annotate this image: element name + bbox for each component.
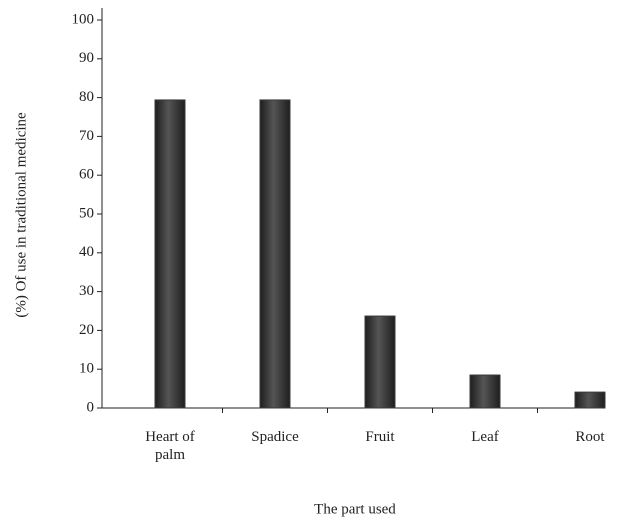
bar (469, 374, 501, 409)
bar (259, 99, 291, 409)
bar (574, 391, 606, 409)
x-axis-label: The part used (314, 501, 396, 517)
bar (364, 315, 396, 409)
bar (154, 99, 186, 409)
x-tick-label: Leaf (471, 429, 499, 445)
y-tick-label: 50 (79, 205, 94, 221)
y-tick-label: 60 (79, 167, 94, 183)
y-tick-label: 70 (79, 128, 94, 144)
x-tick-label: Root (575, 429, 605, 445)
y-tick-label: 90 (79, 50, 94, 66)
y-tick-label: 0 (87, 399, 95, 415)
x-tick-label: Fruit (365, 429, 395, 445)
y-tick-label: 30 (79, 283, 94, 299)
x-tick-label: Heart of palm (145, 429, 195, 463)
y-tick-label: 40 (79, 244, 94, 260)
x-tick-label: Spadice (251, 429, 299, 445)
y-tick-label: 80 (79, 89, 94, 105)
y-axis-label: (%) Of use in traditional medicine (13, 112, 29, 318)
y-tick-label: 100 (72, 11, 95, 27)
y-tick-label: 10 (79, 361, 94, 377)
y-tick-label: 20 (79, 322, 94, 338)
